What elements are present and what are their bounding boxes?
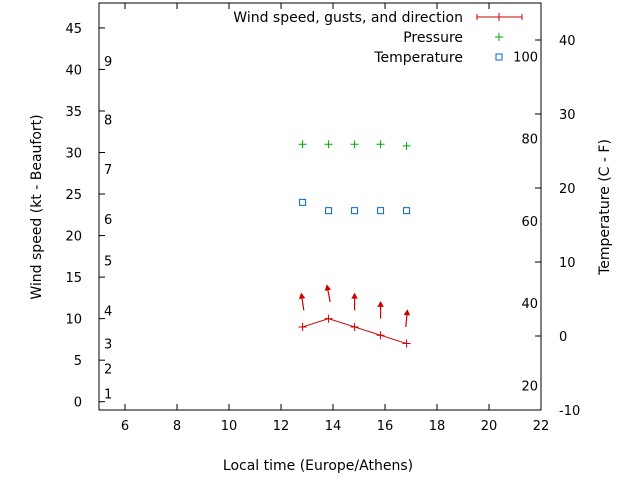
y-left-tick-label: 40 xyxy=(65,63,82,78)
temperature-point xyxy=(377,207,385,215)
y-right-c-label: -10 xyxy=(559,404,580,419)
temperature-point xyxy=(403,207,411,215)
beaufort-label: 4 xyxy=(104,304,112,319)
pressure-point xyxy=(324,140,333,149)
temperature-point xyxy=(299,198,307,206)
beaufort-label: 7 xyxy=(104,163,112,178)
y-axis-title-right: Temperature (C - F) xyxy=(597,139,613,276)
axis-ticks xyxy=(99,3,542,411)
gust-arrow-head xyxy=(298,292,306,300)
y-right-c-label: 0 xyxy=(559,330,567,345)
y-right-c-label: 10 xyxy=(559,256,576,271)
y-left-tick-label: 20 xyxy=(65,230,82,245)
legend-swatch-plus xyxy=(495,33,503,41)
y-right-f-label: 40 xyxy=(521,297,538,312)
beaufort-labels: 1 2 3 4 5 6 7 8 9 xyxy=(104,55,112,402)
temperature-point xyxy=(351,207,359,215)
x-tick-label: 20 xyxy=(481,419,498,434)
y-right-f-label: 100 xyxy=(513,50,538,65)
x-tick-label: 12 xyxy=(273,419,290,434)
beaufort-label: 5 xyxy=(104,254,112,269)
pressure-point xyxy=(402,141,411,150)
x-tick-label: 18 xyxy=(429,419,446,434)
gust-arrow-head xyxy=(351,292,358,299)
beaufort-label: 9 xyxy=(104,55,112,70)
legend-label: Wind speed, gusts, and direction xyxy=(233,10,463,26)
beaufort-label: 6 xyxy=(104,213,112,228)
x-tick-label: 14 xyxy=(325,419,342,434)
legend-swatch-square xyxy=(495,53,503,61)
y-right-c-label: 40 xyxy=(559,34,576,49)
wind-speed-point xyxy=(402,339,411,348)
wind-speed-point xyxy=(350,322,359,331)
y-left-tick-label: 45 xyxy=(65,22,82,37)
pressure-point xyxy=(376,140,385,149)
wind-speed-line xyxy=(302,318,407,345)
y-right-f-label: 80 xyxy=(521,133,538,148)
x-tick-label: 8 xyxy=(173,419,181,434)
y-right-c-label: 20 xyxy=(559,182,576,197)
series-marks xyxy=(298,140,411,348)
y-right-f-label: 20 xyxy=(521,379,538,394)
wind-speed-point xyxy=(324,314,333,323)
gust-arrow-head xyxy=(324,284,332,291)
legend-swatch-caps xyxy=(476,13,523,21)
pressure-point xyxy=(350,140,359,149)
x-tick-label: 6 xyxy=(121,419,129,434)
y-axis-title-left: Wind speed (kt - Beaufort) xyxy=(29,114,45,299)
x-tick-label: 10 xyxy=(221,419,238,434)
temperature-point xyxy=(325,207,333,215)
x-tick-label: 22 xyxy=(533,419,550,434)
legend-label: Pressure xyxy=(403,30,463,46)
tick-labels: 6 8 10 12 14 16 18 20 22051015202530354045-10010… xyxy=(65,22,580,434)
beaufort-label: 1 xyxy=(104,387,112,402)
y-left-tick-label: 30 xyxy=(65,147,82,162)
x-tick-label: 16 xyxy=(377,419,394,434)
y-left-tick-label: 0 xyxy=(74,396,82,411)
gust-arrow-head xyxy=(377,300,384,307)
beaufort-label: 3 xyxy=(104,338,112,353)
y-left-tick-label: 35 xyxy=(65,105,82,120)
x-axis-title: Local time (Europe/Athens) xyxy=(223,458,413,474)
plot-frame xyxy=(98,2,542,411)
y-right-c-label: 30 xyxy=(559,108,576,123)
pressure-point xyxy=(298,140,307,149)
wind-speed-point xyxy=(298,322,307,331)
y-left-tick-label: 10 xyxy=(65,313,82,328)
wind-speed-point xyxy=(376,331,385,340)
gust-arrow-head xyxy=(403,309,411,316)
y-left-tick-label: 25 xyxy=(65,188,82,203)
y-right-f-label: 60 xyxy=(521,215,538,230)
beaufort-label: 8 xyxy=(104,113,112,128)
legend: Wind speed, gusts, and direction Pressure… xyxy=(233,10,523,66)
y-left-tick-label: 5 xyxy=(74,354,82,369)
legend-label: Temperature xyxy=(373,50,463,66)
beaufort-label: 2 xyxy=(104,362,112,377)
y-left-tick-label: 15 xyxy=(65,271,82,286)
